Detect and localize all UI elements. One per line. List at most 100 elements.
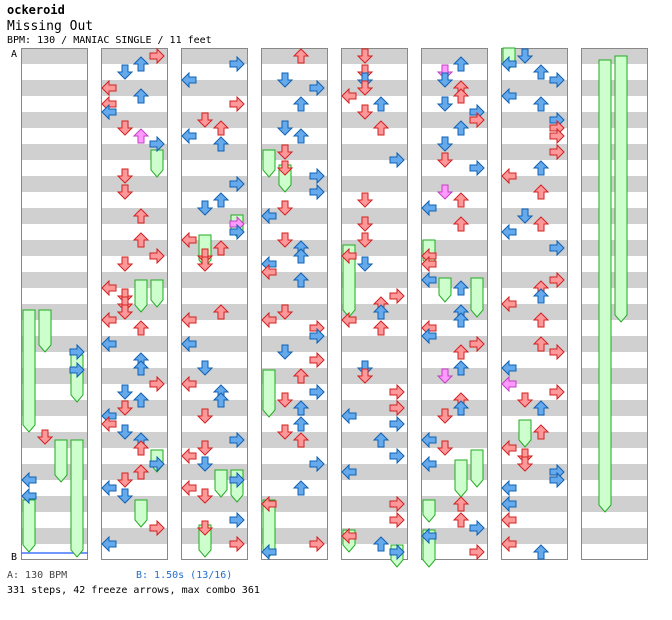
arrow-note — [196, 360, 214, 376]
arrow-note — [532, 184, 550, 200]
arrow-note — [516, 456, 534, 472]
arrow-note — [356, 368, 374, 384]
column-stripe — [501, 176, 568, 192]
column-stripe — [261, 528, 328, 544]
freeze-arrow — [70, 354, 84, 403]
arrow-note — [469, 543, 485, 561]
arrow-note — [132, 88, 150, 104]
column-stripe — [501, 112, 568, 128]
arrow-note — [372, 304, 390, 320]
arrow-note — [276, 200, 294, 216]
arrow-note — [356, 256, 374, 272]
arrow-note — [389, 151, 405, 169]
chart-column — [21, 48, 88, 560]
column-stripe — [261, 336, 328, 352]
arrow-note — [101, 103, 117, 121]
column-stripe — [181, 176, 248, 192]
arrow-note — [452, 496, 470, 512]
column-stripe — [181, 528, 248, 544]
arrow-note — [149, 247, 165, 265]
arrow-note — [532, 336, 550, 352]
column-stripe — [101, 48, 168, 64]
arrow-note — [276, 120, 294, 136]
column-stripe — [21, 240, 88, 256]
arrow-note — [292, 128, 310, 144]
arrow-note — [116, 488, 134, 504]
column-stripe — [101, 400, 168, 416]
arrow-note — [181, 71, 197, 89]
arrow-note — [501, 511, 517, 529]
column-stripe — [261, 80, 328, 96]
arrow-note — [261, 311, 277, 329]
arrow-note — [501, 439, 517, 457]
freeze-arrow — [134, 279, 148, 313]
column-stripe — [341, 80, 408, 96]
arrow-note — [212, 136, 230, 152]
arrow-note — [436, 136, 454, 152]
arrow-note — [501, 375, 517, 393]
arrow-note — [21, 487, 37, 505]
arrow-note — [436, 408, 454, 424]
column-stripe — [341, 368, 408, 384]
column-stripe — [21, 112, 88, 128]
arrow-note — [452, 512, 470, 528]
column-stripe — [181, 48, 248, 64]
freeze-arrow — [470, 277, 484, 318]
arrow-note — [309, 183, 325, 201]
arrow-note — [212, 392, 230, 408]
column-stripe — [21, 176, 88, 192]
column-stripe — [181, 368, 248, 384]
arrow-note — [469, 519, 485, 537]
arrow-note — [132, 128, 150, 144]
column-stripe — [341, 496, 408, 512]
arrow-note — [549, 127, 565, 145]
arrow-note — [549, 71, 565, 89]
arrow-note — [501, 295, 517, 313]
freeze-arrow — [518, 419, 532, 448]
column-stripe — [581, 464, 648, 480]
column-stripe — [101, 528, 168, 544]
column-stripe — [181, 144, 248, 160]
arrow-note — [469, 159, 485, 177]
column-stripe — [501, 528, 568, 544]
column-stripe — [181, 112, 248, 128]
column-stripe — [501, 208, 568, 224]
arrow-note — [212, 120, 230, 136]
arrow-note — [309, 535, 325, 553]
arrow-note — [276, 72, 294, 88]
column-stripe — [501, 496, 568, 512]
arrow-note — [101, 479, 117, 497]
arrow-note — [501, 495, 517, 513]
arrow-note — [421, 455, 437, 473]
arrow-note — [101, 335, 117, 353]
arrow-note — [36, 429, 54, 445]
arrow-note — [309, 351, 325, 369]
freeze-arrow — [262, 369, 276, 418]
column-stripe — [581, 336, 648, 352]
arrow-note — [516, 392, 534, 408]
arrow-note — [196, 408, 214, 424]
column-stripe — [261, 112, 328, 128]
column-stripe — [501, 272, 568, 288]
column-stripe — [581, 368, 648, 384]
freeze-arrow — [214, 469, 228, 498]
arrow-note — [549, 343, 565, 361]
arrow-note — [181, 447, 197, 465]
arrow-note — [436, 96, 454, 112]
column-stripe — [581, 432, 648, 448]
arrow-note — [292, 400, 310, 416]
arrow-note — [309, 327, 325, 345]
arrow-note — [181, 311, 197, 329]
column-stripe — [501, 144, 568, 160]
arrow-note — [452, 312, 470, 328]
column-stripe — [341, 48, 408, 64]
arrow-note — [181, 231, 197, 249]
column-stripe — [501, 464, 568, 480]
arrow-note — [436, 368, 454, 384]
column-stripe — [101, 112, 168, 128]
freeze-arrow — [150, 149, 164, 178]
column-stripe — [101, 240, 168, 256]
arrow-note — [116, 64, 134, 80]
arrow-note — [292, 248, 310, 264]
column-stripe — [501, 304, 568, 320]
